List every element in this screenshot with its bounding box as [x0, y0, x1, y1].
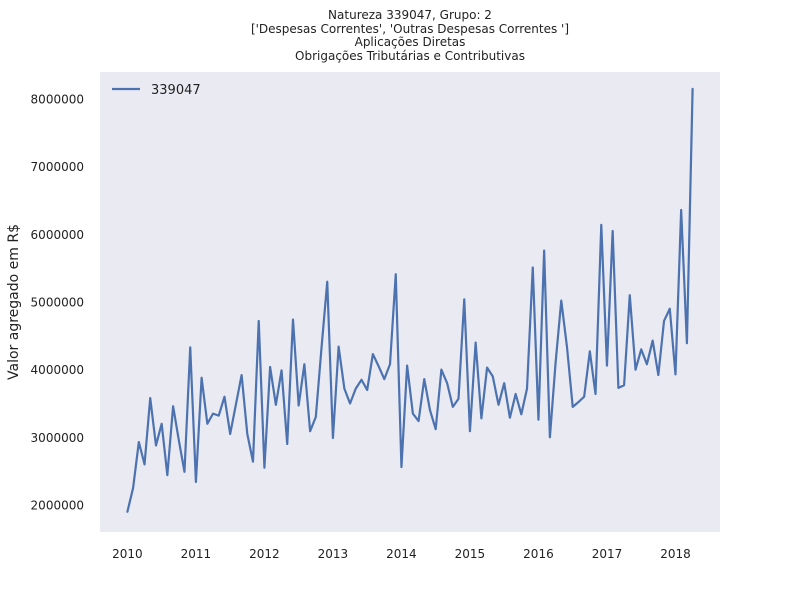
x-tick-label: 2016 — [523, 547, 554, 561]
y-tick-label: 4000000 — [31, 363, 84, 377]
y-tick-label: 2000000 — [31, 498, 84, 512]
x-tick-label: 2018 — [660, 547, 691, 561]
y-tick-label: 6000000 — [31, 228, 84, 242]
y-tick-label: 8000000 — [31, 93, 84, 107]
y-tick-label: 7000000 — [31, 160, 84, 174]
y-axis: 2000000 3000000 4000000 5000000 6000000 70000… — [31, 93, 84, 513]
x-tick-label: 2014 — [386, 547, 417, 561]
series-line — [126, 87, 694, 513]
chart-title-line-2: ['Despesas Correntes', 'Outras Despesas … — [250, 21, 570, 36]
chart-title-line-4: Obrigações Tributárias e Contributivas — [295, 48, 525, 63]
series-layer — [126, 87, 694, 513]
x-tick-label: 2013 — [318, 547, 349, 561]
chart-title-line-1: Natureza 339047, Grupo: 2 — [328, 8, 492, 22]
x-tick-label: 2015 — [455, 547, 486, 561]
plot-area — [100, 72, 720, 532]
chart-title-line-3: Aplicações Diretas — [354, 35, 466, 49]
x-axis: 2010 2011 2012 2013 2014 2015 2016 2017 2018 — [112, 547, 691, 561]
legend-label: 339047 — [151, 83, 201, 98]
legend: 339047 — [112, 83, 201, 98]
x-tick-label: 2011 — [181, 547, 212, 561]
x-tick-label: 2017 — [592, 547, 623, 561]
x-tick-label: 2012 — [249, 547, 280, 561]
chart-title: Natureza 339047, Grupo: 2 ['Despesas Cor… — [0, 8, 800, 63]
y-tick-label: 5000000 — [31, 296, 84, 310]
y-tick-label: 3000000 — [31, 431, 84, 445]
x-tick-label: 2010 — [112, 547, 143, 561]
